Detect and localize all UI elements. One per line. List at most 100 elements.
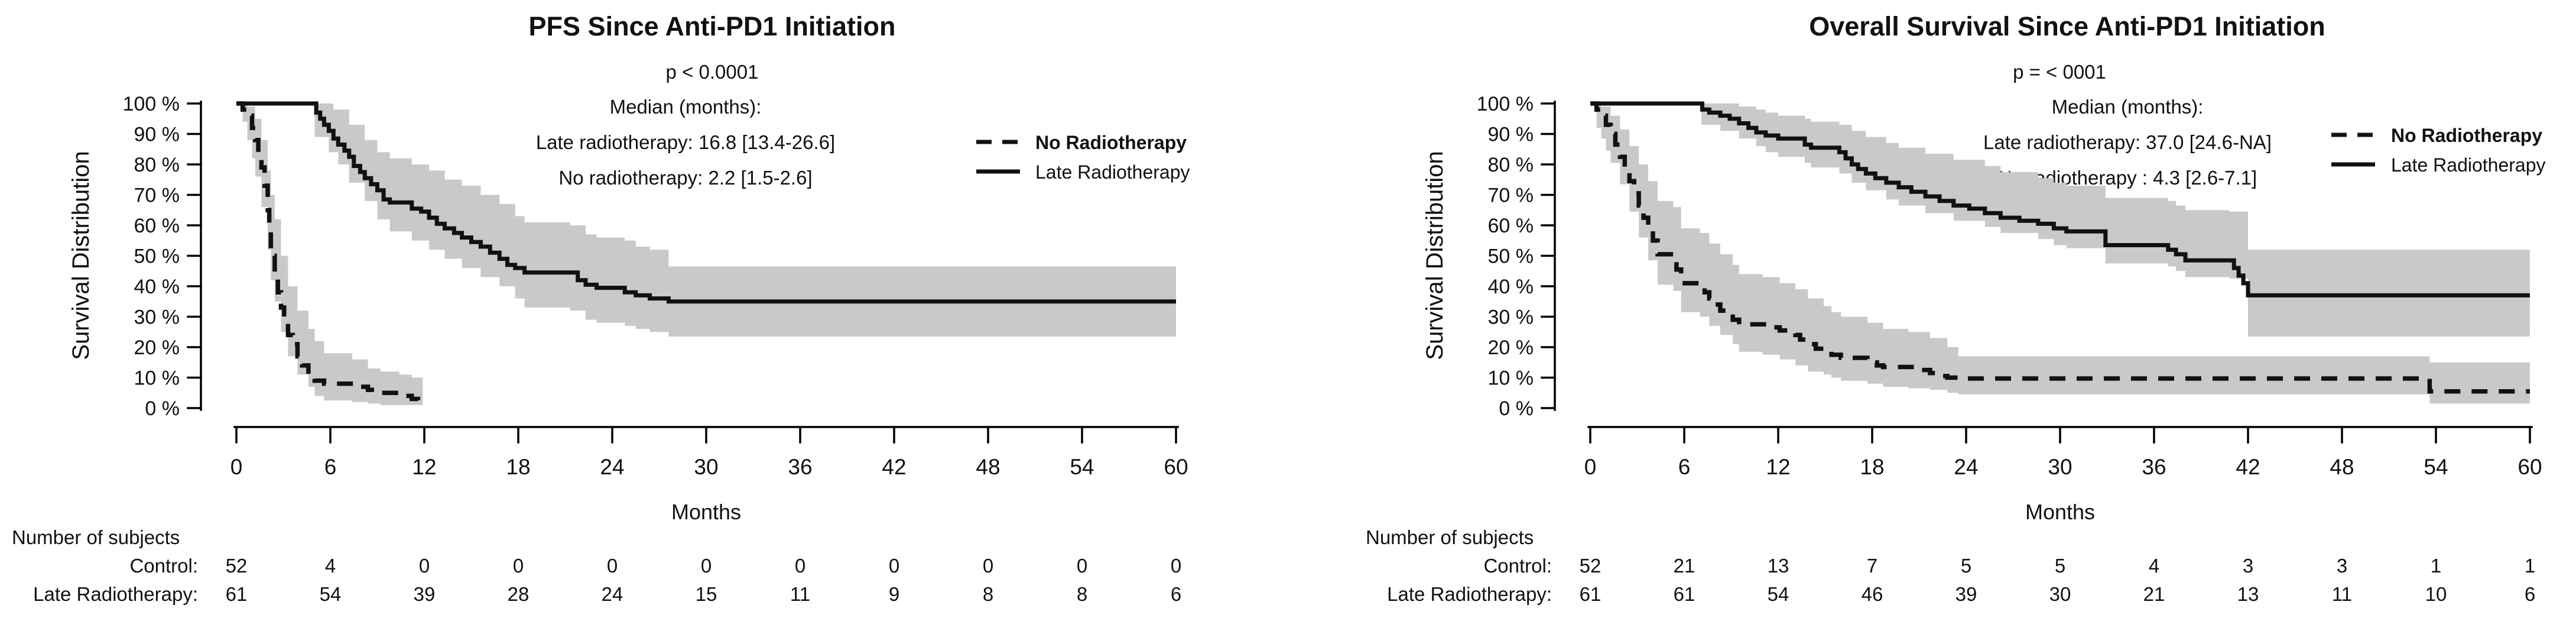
at-risk-table-header: Number of subjects bbox=[1366, 526, 1534, 548]
y-tick-label: 100 % bbox=[1477, 93, 1534, 115]
x-tick-label: 18 bbox=[506, 455, 530, 479]
at-risk-value: 0 bbox=[419, 555, 430, 577]
pfs-median-late-rt: Late radiotherapy: 16.8 [13.4-26.6] bbox=[536, 131, 835, 153]
at-risk-value: 13 bbox=[2237, 583, 2259, 605]
x-tick-label: 24 bbox=[600, 455, 624, 479]
at-risk-value: 6 bbox=[2525, 583, 2535, 605]
at-risk-value: 8 bbox=[983, 583, 993, 605]
at-risk-value: 28 bbox=[508, 583, 530, 605]
km-curve-no-radiotherapy bbox=[1590, 101, 2530, 394]
ci-band-solid bbox=[314, 104, 1176, 337]
at-risk-value: 9 bbox=[889, 583, 899, 605]
pfs-at-risk-table: Number of subjects Control: Late Radioth… bbox=[12, 526, 198, 605]
y-tick-label: 80 % bbox=[134, 154, 180, 176]
y-tick-label: 40 % bbox=[134, 276, 180, 298]
at-risk-value: 61 bbox=[1580, 583, 1602, 605]
pfs-plot-area: 100 %90 %80 %70 %60 %50 %40 %30 %20 %10 … bbox=[123, 93, 1188, 605]
x-tick-label: 0 bbox=[230, 455, 243, 479]
at-risk-value: 8 bbox=[1077, 583, 1087, 605]
at-risk-value: 24 bbox=[602, 583, 623, 605]
at-risk-row-label-late-rt: Late Radiotherapy: bbox=[1387, 583, 1552, 605]
y-tick-label: 40 % bbox=[1488, 276, 1534, 298]
at-risk-value: 5 bbox=[2055, 555, 2065, 577]
at-risk-value: 0 bbox=[1171, 555, 1181, 577]
at-risk-value: 0 bbox=[1077, 555, 1087, 577]
at-risk-value: 11 bbox=[2332, 583, 2352, 605]
at-risk-value: 10 bbox=[2425, 583, 2447, 605]
x-tick-label: 60 bbox=[2517, 455, 2542, 479]
at-risk-value: 0 bbox=[983, 555, 993, 577]
x-tick-label: 6 bbox=[324, 455, 337, 479]
at-risk-value: 61 bbox=[1674, 583, 1695, 605]
at-risk-value: 54 bbox=[1768, 583, 1789, 605]
at-risk-value: 4 bbox=[325, 555, 336, 577]
ci-band-dashed bbox=[1590, 104, 2530, 404]
y-tick-label: 60 % bbox=[134, 215, 180, 237]
y-tick-label: 90 % bbox=[134, 124, 180, 146]
os-plot-area: 100 %90 %80 %70 %60 %50 %40 %30 %20 %10 … bbox=[1477, 93, 2542, 605]
y-tick-label: 70 % bbox=[1488, 185, 1534, 207]
x-tick-label: 48 bbox=[976, 455, 1000, 479]
os-at-risk-table: Number of subjects Control: Late Radioth… bbox=[1366, 526, 1552, 605]
x-tick-label: 30 bbox=[694, 455, 718, 479]
x-tick-label: 54 bbox=[1070, 455, 1094, 479]
pfs-pvalue: p < 0.0001 bbox=[666, 61, 759, 83]
at-risk-value: 0 bbox=[889, 555, 899, 577]
at-risk-value: 1 bbox=[2431, 555, 2441, 577]
at-risk-value: 54 bbox=[320, 583, 342, 605]
at-risk-value: 3 bbox=[2243, 555, 2253, 577]
at-risk-value: 0 bbox=[513, 555, 524, 577]
pfs-y-axis-title: Survival Distribution bbox=[68, 151, 94, 360]
os-title: Overall Survival Since Anti-PD1 Initiati… bbox=[1809, 11, 2325, 41]
x-tick-label: 6 bbox=[1678, 455, 1691, 479]
y-tick-label: 0 % bbox=[145, 397, 180, 420]
os-y-axis-title: Survival Distribution bbox=[1422, 151, 1448, 360]
at-risk-value: 5 bbox=[1961, 555, 1971, 577]
pfs-median-no-rt: No radiotherapy: 2.2 [1.5-2.6] bbox=[558, 167, 812, 189]
x-tick-label: 36 bbox=[788, 455, 812, 479]
at-risk-row-label-control: Control: bbox=[1483, 555, 1552, 577]
at-risk-value: 39 bbox=[1955, 583, 1977, 605]
pfs-legend: No Radiotherapy Late Radiotherapy bbox=[976, 132, 1190, 183]
y-tick-label: 30 % bbox=[1488, 306, 1534, 329]
x-tick-label: 0 bbox=[1584, 455, 1597, 479]
pfs-x-axis-title: Months bbox=[671, 500, 741, 524]
at-risk-value: 13 bbox=[1768, 555, 1789, 577]
at-risk-value: 1 bbox=[2525, 555, 2535, 577]
x-tick-label: 36 bbox=[2142, 455, 2166, 479]
at-risk-value: 0 bbox=[701, 555, 712, 577]
at-risk-row-label-control: Control: bbox=[129, 555, 198, 577]
x-tick-label: 42 bbox=[882, 455, 906, 479]
km-curve-no-radiotherapy bbox=[236, 101, 425, 405]
pfs-title: PFS Since Anti-PD1 Initiation bbox=[529, 11, 896, 41]
at-risk-value: 52 bbox=[1580, 555, 1602, 577]
os-median-late-rt: Late radiotherapy: 37.0 [24.6-NA] bbox=[1983, 131, 2272, 153]
at-risk-value: 30 bbox=[2049, 583, 2071, 605]
km-curve-late-radiotherapy bbox=[1590, 101, 2530, 297]
y-tick-label: 0 % bbox=[1499, 397, 1534, 420]
os-x-axis-title: Months bbox=[2025, 500, 2095, 524]
y-tick-label: 20 % bbox=[134, 337, 180, 359]
y-tick-label: 20 % bbox=[1488, 337, 1534, 359]
y-tick-label: 50 % bbox=[134, 245, 180, 268]
x-tick-label: 18 bbox=[1860, 455, 1884, 479]
legend-late-radiotherapy-label: Late Radiotherapy bbox=[1035, 161, 1190, 183]
legend-no-radiotherapy-label: No Radiotherapy bbox=[2391, 125, 2542, 146]
y-tick-label: 50 % bbox=[1488, 245, 1534, 268]
ci-band-dashed bbox=[236, 104, 423, 407]
at-risk-value: 52 bbox=[226, 555, 248, 577]
at-risk-value: 7 bbox=[1867, 555, 1877, 577]
os-legend: No Radiotherapy Late Radiotherapy bbox=[2331, 125, 2546, 176]
at-risk-value: 21 bbox=[2143, 583, 2165, 605]
at-risk-value: 3 bbox=[2337, 555, 2347, 577]
km-curve-late-radiotherapy bbox=[236, 101, 1176, 304]
at-risk-value: 46 bbox=[1862, 583, 1883, 605]
y-tick-label: 60 % bbox=[1488, 215, 1534, 237]
x-tick-label: 12 bbox=[1766, 455, 1790, 479]
os-chart-panel: Overall Survival Since Anti-PD1 Initiati… bbox=[1288, 0, 2576, 621]
y-tick-label: 10 % bbox=[134, 367, 180, 390]
at-risk-value: 21 bbox=[1674, 555, 1695, 577]
y-tick-label: 70 % bbox=[134, 185, 180, 207]
y-tick-label: 30 % bbox=[134, 306, 180, 329]
pfs-median-header: Median (months): bbox=[610, 96, 762, 118]
